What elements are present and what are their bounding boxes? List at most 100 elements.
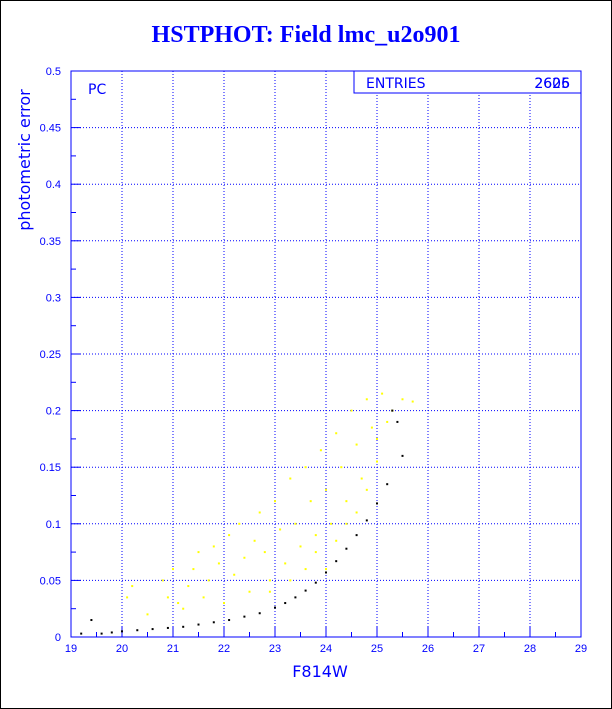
y-tick-label: 0.25 <box>40 349 61 361</box>
yellow-data-point <box>299 545 302 548</box>
y-tick-label: 0 <box>55 632 61 644</box>
yellow-data-point <box>314 551 317 554</box>
yellow-data-point <box>253 539 256 542</box>
stats-box <box>353 70 582 94</box>
black-data-point <box>355 534 358 537</box>
panel-label: PC <box>88 82 106 98</box>
x-tick-label: 28 <box>524 643 536 655</box>
chart-title: HSTPHOT: Field lmc_u2o901 <box>151 22 461 48</box>
black-data-point <box>284 602 287 605</box>
yellow-data-point <box>131 585 134 588</box>
yellow-data-point <box>330 522 333 525</box>
yellow-data-point <box>238 522 241 525</box>
yellow-data-point <box>304 568 307 571</box>
yellow-data-point <box>228 534 231 537</box>
black-data-point <box>212 621 215 624</box>
black-data-point <box>110 631 113 634</box>
yellow-data-point <box>192 568 195 571</box>
black-data-point <box>335 560 338 563</box>
x-tick-label: 26 <box>422 643 434 655</box>
y-tick-label: 0.3 <box>46 292 61 304</box>
yellow-data-point <box>217 562 220 565</box>
yellow-data-point <box>355 511 358 514</box>
black-data-point <box>401 454 404 457</box>
yellow-data-point <box>309 500 312 503</box>
yellow-data-point <box>304 466 307 469</box>
black-data-point <box>345 547 348 550</box>
yellow-data-point <box>335 432 338 435</box>
black-data-point <box>80 632 83 635</box>
black-data-point <box>197 623 200 626</box>
yellow-data-point <box>182 607 185 610</box>
black-data-point <box>325 571 327 574</box>
yellow-data-point <box>365 398 368 401</box>
black-data-point <box>166 626 169 629</box>
black-data-point <box>100 632 103 635</box>
black-data-point <box>386 483 389 486</box>
x-tick-label: 27 <box>473 643 485 655</box>
y-tick-label: 0.45 <box>40 123 61 135</box>
yellow-data-point <box>274 500 276 503</box>
y-tick-label: 0.05 <box>40 575 61 587</box>
x-tick-label: 20 <box>116 643 128 655</box>
yellow-data-point <box>212 545 215 548</box>
yellow-data-point <box>279 528 282 531</box>
yellow-data-point <box>314 534 317 537</box>
x-tick-label: 22 <box>218 643 230 655</box>
yellow-data-point <box>376 460 378 463</box>
yellow-data-point <box>126 596 129 599</box>
yellow-data-point <box>345 522 348 525</box>
x-tick-label: 29 <box>575 643 587 655</box>
yellow-data-point <box>177 602 180 605</box>
black-data-point <box>121 630 123 633</box>
yellow-data-point <box>172 568 174 571</box>
y-tick-label: 0.1 <box>46 519 61 531</box>
black-data-point <box>228 619 231 622</box>
yellow-data-point <box>268 579 271 582</box>
black-data-point <box>182 625 185 628</box>
black-data-point <box>258 612 261 615</box>
yellow-data-point <box>146 613 149 616</box>
yellow-data-point <box>223 602 225 605</box>
yellow-data-point <box>340 466 343 469</box>
x-tick-label: 19 <box>65 643 77 655</box>
yellow-data-point <box>166 596 169 599</box>
y-tick-label: 0.35 <box>40 236 61 248</box>
stats-entries-value: 2626 <box>534 76 570 92</box>
yellow-data-point <box>268 590 271 593</box>
black-data-point <box>376 502 378 505</box>
stats-entries-label: ENTRIES <box>366 76 426 92</box>
yellow-data-point <box>325 568 327 571</box>
yellow-data-point <box>202 596 205 599</box>
yellow-data-point <box>197 551 200 554</box>
black-data-point <box>304 589 307 592</box>
yellow-data-point <box>376 437 378 440</box>
black-data-point <box>314 581 317 584</box>
yellow-data-point <box>335 539 338 542</box>
y-tick-label: 0.2 <box>46 406 61 418</box>
yellow-data-point <box>355 443 358 446</box>
x-tick-label: 24 <box>320 643 332 655</box>
yellow-data-point <box>284 562 287 565</box>
x-tick-label: 21 <box>167 643 179 655</box>
x-axis-title: F814W <box>292 662 348 681</box>
yellow-data-point <box>243 556 246 559</box>
black-data-point <box>90 619 93 622</box>
y-tick-label: 0.15 <box>40 462 61 474</box>
yellow-data-point <box>258 511 261 514</box>
y-axis-title: photometric error <box>15 89 34 231</box>
yellow-data-point <box>345 500 348 503</box>
yellow-data-point <box>401 398 404 401</box>
yellow-data-point <box>319 449 322 452</box>
yellow-data-point <box>411 400 414 403</box>
yellow-data-point <box>233 573 236 576</box>
yellow-data-point <box>289 477 292 480</box>
yellow-data-point <box>370 426 373 429</box>
black-data-point <box>274 606 276 609</box>
yellow-data-point <box>207 579 210 582</box>
x-tick-label: 23 <box>269 643 281 655</box>
yellow-data-point <box>263 551 266 554</box>
x-tick-label: 25 <box>371 643 383 655</box>
black-data-point <box>365 519 368 522</box>
yellow-data-point <box>381 392 384 395</box>
